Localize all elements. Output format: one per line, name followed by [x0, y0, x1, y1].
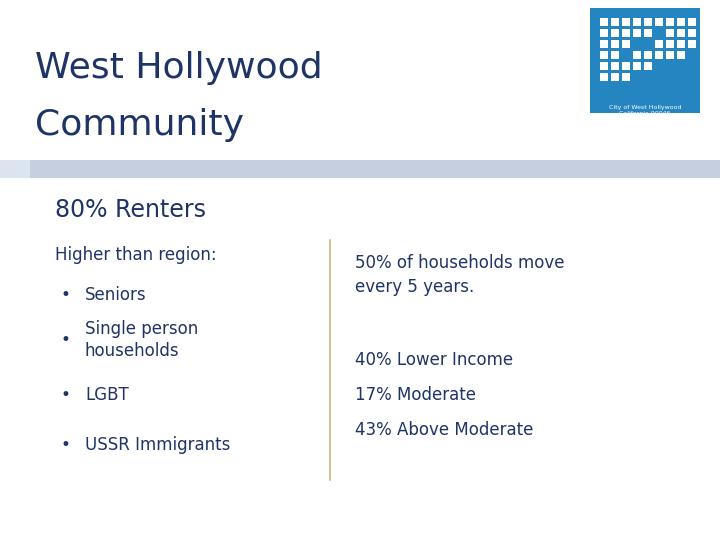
FancyBboxPatch shape [644, 51, 652, 59]
Text: •: • [60, 386, 70, 404]
Text: USSR Immigrants: USSR Immigrants [85, 436, 230, 454]
FancyBboxPatch shape [622, 18, 630, 26]
FancyBboxPatch shape [633, 62, 641, 70]
FancyBboxPatch shape [622, 62, 630, 70]
FancyBboxPatch shape [600, 51, 608, 59]
FancyBboxPatch shape [600, 40, 608, 48]
FancyBboxPatch shape [644, 62, 652, 70]
FancyBboxPatch shape [600, 18, 608, 26]
FancyBboxPatch shape [677, 51, 685, 59]
Text: 50% of households move
every 5 years.: 50% of households move every 5 years. [355, 254, 564, 296]
Text: West Hollywood: West Hollywood [35, 51, 323, 85]
Text: Single person
households: Single person households [85, 320, 198, 361]
Text: •: • [60, 331, 70, 349]
FancyBboxPatch shape [655, 18, 663, 26]
FancyBboxPatch shape [666, 51, 674, 59]
FancyBboxPatch shape [688, 29, 696, 37]
Text: 80% Renters: 80% Renters [55, 198, 206, 222]
FancyBboxPatch shape [644, 18, 652, 26]
FancyBboxPatch shape [611, 29, 619, 37]
FancyBboxPatch shape [600, 73, 608, 81]
FancyBboxPatch shape [666, 40, 674, 48]
Text: •: • [60, 286, 70, 304]
Text: Community: Community [35, 108, 244, 142]
FancyBboxPatch shape [688, 40, 696, 48]
FancyBboxPatch shape [666, 29, 674, 37]
Text: 40% Lower Income: 40% Lower Income [355, 351, 513, 369]
FancyBboxPatch shape [644, 29, 652, 37]
FancyBboxPatch shape [677, 29, 685, 37]
FancyBboxPatch shape [622, 40, 630, 48]
FancyBboxPatch shape [655, 51, 663, 59]
FancyBboxPatch shape [633, 29, 641, 37]
FancyBboxPatch shape [666, 18, 674, 26]
FancyBboxPatch shape [622, 29, 630, 37]
FancyBboxPatch shape [677, 18, 685, 26]
FancyBboxPatch shape [611, 73, 619, 81]
Text: 17% Moderate: 17% Moderate [355, 386, 476, 404]
FancyBboxPatch shape [611, 40, 619, 48]
FancyBboxPatch shape [677, 40, 685, 48]
FancyBboxPatch shape [600, 62, 608, 70]
FancyBboxPatch shape [600, 29, 608, 37]
FancyBboxPatch shape [688, 18, 696, 26]
FancyBboxPatch shape [655, 40, 663, 48]
FancyBboxPatch shape [622, 73, 630, 81]
Text: 43% Above Moderate: 43% Above Moderate [355, 421, 534, 439]
Text: LGBT: LGBT [85, 386, 129, 404]
FancyBboxPatch shape [611, 18, 619, 26]
FancyBboxPatch shape [611, 62, 619, 70]
FancyBboxPatch shape [633, 51, 641, 59]
Text: •: • [60, 436, 70, 454]
Text: City of West Hollywood
California 90046: City of West Hollywood California 90046 [608, 105, 681, 116]
Text: Higher than region:: Higher than region: [55, 246, 217, 264]
FancyBboxPatch shape [633, 18, 641, 26]
FancyBboxPatch shape [590, 8, 700, 113]
FancyBboxPatch shape [611, 51, 619, 59]
Text: Seniors: Seniors [85, 286, 147, 304]
